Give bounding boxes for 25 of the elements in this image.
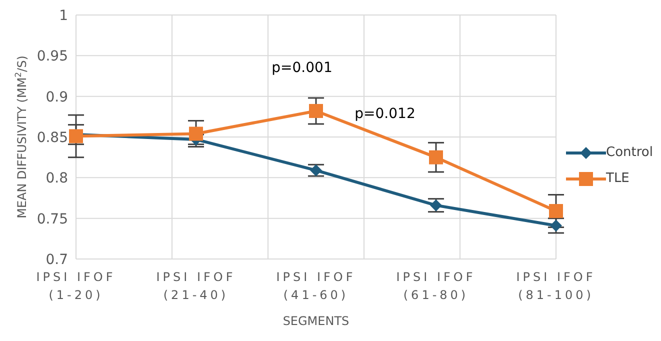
point: [549, 204, 563, 218]
point: [309, 104, 323, 118]
y-tick-label: 0.8: [46, 170, 68, 187]
point: [430, 199, 442, 212]
y-tick-label: 0.9: [46, 89, 68, 106]
x-tick-label: IPSI IFOF (21-40): [156, 270, 236, 302]
point: [69, 129, 83, 144]
annotation: p=0.001: [272, 60, 332, 76]
x-tick-label: IPSI IFOF (41-60): [276, 270, 356, 302]
x-tick-label: IPSI IFOF (1-20): [36, 270, 116, 302]
point: [189, 126, 203, 141]
y-tick-label: 1: [59, 8, 68, 24]
y-tick-label: 0.95: [36, 48, 68, 65]
legend-label: TLE: [606, 171, 630, 186]
point: [550, 220, 562, 232]
y-tick-label: 0.75: [36, 211, 68, 228]
x-axis-title: SEGMENTS: [282, 314, 350, 328]
y-tick-label: 0.85: [36, 130, 68, 146]
x-tick-label: IPSI IFOF (61-80): [396, 270, 476, 302]
y-tick-label: 0.7: [46, 252, 68, 268]
annotation: p=0.012: [354, 106, 416, 122]
legend-label: Control: [606, 145, 653, 160]
point: [310, 164, 322, 176]
x-tick-label: IPSI IFOF (81-100): [516, 270, 596, 302]
point: [429, 150, 443, 164]
